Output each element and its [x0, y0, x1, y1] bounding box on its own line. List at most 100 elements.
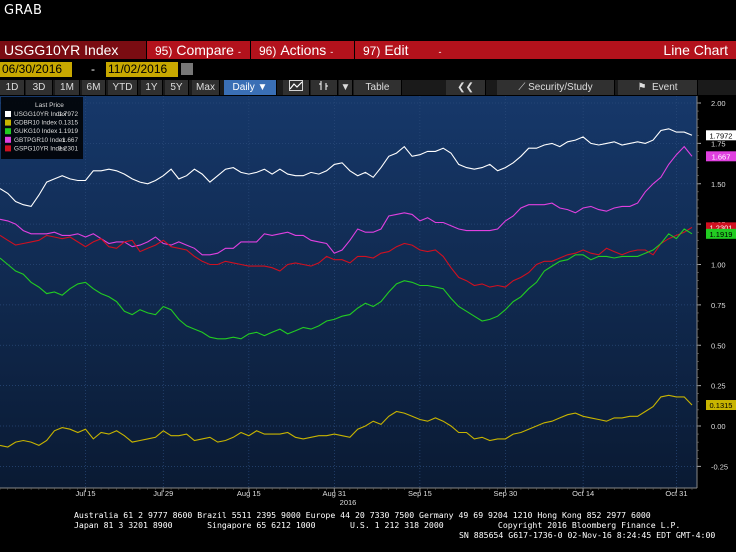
range-button-1m[interactable]: 1M	[55, 80, 80, 95]
range-button-max[interactable]: Max	[192, 80, 220, 95]
calendar-icon[interactable]	[181, 63, 193, 75]
y-tick-label: 0.75	[711, 301, 726, 310]
table-button[interactable]: Table	[354, 80, 402, 95]
flag-icon: ⚑	[637, 82, 647, 93]
edit-num: 97)	[363, 44, 381, 58]
range-button-6m[interactable]: 6M	[82, 80, 106, 95]
series-line-usgg10yr	[0, 128, 693, 208]
chevron-down-icon: -	[237, 47, 241, 57]
last-price-label: 1.2301	[710, 223, 733, 232]
chevron-down-icon: -	[330, 47, 334, 57]
series-line-gdbr10	[0, 394, 693, 448]
legend-value: 1.2301	[58, 145, 78, 152]
x-tick-label: Jul 15	[76, 489, 96, 498]
date-separator: -	[91, 62, 95, 76]
x-tick-label: Aug 15	[237, 489, 261, 498]
series-line-gukg10	[0, 228, 693, 340]
legend-ticker: GBTPGR10 Index	[14, 137, 66, 144]
last-price-tag	[706, 400, 736, 411]
range-button-1d[interactable]: 1D	[0, 80, 25, 95]
x-tick-label: Sep 30	[494, 489, 518, 498]
y-tick-label: 2.00	[711, 99, 726, 108]
y-tick-label: -0.25	[711, 462, 728, 471]
frequency-select[interactable]: Daily ▼	[224, 80, 277, 95]
legend-value: 1.1919	[58, 128, 78, 135]
legend-ticker: GSPG10YR Index	[14, 145, 67, 152]
legend-swatch	[5, 145, 11, 152]
event-button[interactable]: ⚑ Event	[618, 80, 698, 95]
last-price-tag	[706, 222, 736, 233]
ticker-label[interactable]: USGG10YR Index	[0, 41, 141, 59]
footer-line-1: Australia 61 2 9777 8600 Brazil 5511 239…	[74, 510, 651, 520]
range-button-3d[interactable]: 3D	[26, 80, 53, 95]
legend-value: 1.7972	[58, 111, 78, 118]
compare-label: Compare	[176, 42, 234, 58]
last-price-label: 1.667	[712, 152, 731, 161]
plot-background	[0, 96, 697, 488]
legend-ticker: GUKG10 Index	[14, 128, 58, 135]
y-tick-label: 0.00	[711, 422, 726, 431]
window-title: GRAB	[4, 3, 43, 18]
study-icon: ⟋	[518, 82, 526, 93]
double-chevron-left-icon: ❮❮	[457, 82, 474, 93]
legend-ticker: GDBR10 Index	[14, 120, 58, 127]
frequency-label: Daily	[232, 82, 255, 93]
security-study-label: Security/Study	[528, 82, 593, 93]
last-price-label: 0.1315	[710, 401, 733, 410]
footer-line-3: SN 885654 G617-1736-0 02-Nov-16 8:24:45 …	[459, 530, 716, 540]
legend-box	[1, 97, 83, 159]
compare-num: 95)	[155, 44, 173, 58]
range-button-5y[interactable]: 5Y	[165, 80, 189, 95]
last-price-label: 1.1919	[710, 230, 733, 239]
start-date-input[interactable]: 06/30/2016	[0, 62, 72, 77]
series-line-gspg10yr	[0, 226, 693, 288]
legend-swatch	[5, 119, 11, 126]
chevron-down-icon: ▼	[340, 82, 351, 93]
y-tick-label: 0.25	[711, 382, 726, 391]
security-study-button[interactable]: ⟋ Security/Study	[497, 80, 615, 95]
bar-style-button[interactable]	[311, 80, 338, 95]
x-tick-label: Aug 31	[322, 489, 346, 498]
edit-label: Edit	[384, 42, 409, 58]
y-tick-label: 1.50	[711, 180, 726, 189]
line-style-button[interactable]	[283, 80, 310, 95]
x-tick-label: Jul 29	[153, 489, 173, 498]
style-dropdown[interactable]: ▼	[339, 80, 353, 95]
chart-type-label[interactable]: Line Chart	[458, 41, 736, 59]
y-tick-label: 1.00	[711, 261, 726, 270]
series-line-gbtpgr10	[0, 145, 693, 256]
line-chart-icon	[289, 80, 303, 91]
legend-ticker: USGG10YR Index	[14, 111, 67, 118]
chart-area[interactable]: Last Price USGG10YR Index 1.7972 GDBR10 Ind…	[0, 96, 736, 511]
last-price-tag	[706, 151, 736, 162]
last-price-tag	[706, 228, 736, 239]
range-button-1y[interactable]: 1Y	[141, 80, 163, 95]
event-label: Event	[651, 82, 678, 93]
footer-line-2: Japan 81 3 3201 8900 Singapore 65 6212 1…	[74, 520, 681, 530]
actions-num: 96)	[259, 44, 277, 58]
last-price-label: 1.7972	[710, 131, 733, 140]
actions-label: Actions	[280, 42, 327, 58]
actions-button[interactable]: 96) Actions -	[250, 41, 354, 59]
x-tick-label: Oct 14	[572, 489, 594, 498]
edit-button[interactable]: 97) Edit -	[354, 41, 458, 59]
last-price-tag	[706, 130, 736, 141]
back-button[interactable]: ❮❮	[446, 80, 486, 95]
legend-title: Last Price	[35, 102, 64, 109]
end-date-input[interactable]: 11/02/2016	[106, 62, 178, 77]
legend-value: 1.667	[62, 137, 78, 144]
x-tick-label: Sep 15	[408, 489, 432, 498]
range-button-ytd[interactable]: YTD	[108, 80, 138, 95]
compare-button[interactable]: 95) Compare -	[146, 41, 250, 59]
bar-chart-icon	[319, 81, 328, 90]
legend-swatch	[5, 128, 11, 135]
legend-swatch	[5, 136, 11, 143]
y-tick-label: 1.75	[711, 139, 726, 148]
x-axis-label: 2016	[340, 498, 357, 506]
legend-value: 0.1315	[58, 120, 78, 127]
legend-swatch	[5, 111, 11, 117]
x-tick-label: Oct 31	[665, 489, 687, 498]
y-tick-label: 0.50	[711, 341, 726, 350]
